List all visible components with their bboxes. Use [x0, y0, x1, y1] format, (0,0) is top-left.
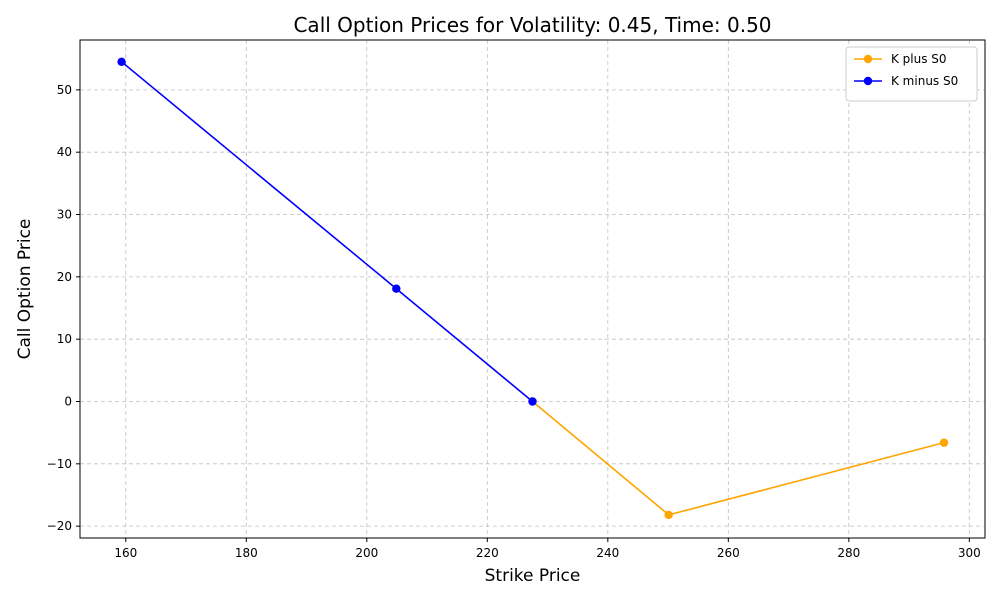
x-axis-title: Strike Price — [485, 566, 581, 586]
plot-area-frame — [79, 39, 986, 539]
data-point — [664, 510, 673, 520]
y-tick-label: 40 — [57, 145, 72, 159]
x-tick-label: 280 — [837, 546, 860, 560]
legend: K plus S0 K minus S0 — [845, 46, 978, 102]
legend-entry: K plus S0 — [854, 52, 947, 66]
data-point — [939, 438, 949, 447]
legend-marker — [863, 76, 873, 86]
data-point — [392, 284, 401, 293]
axis-ticks: 160 180 200 220 240 260 280 300 −20 −10 0 10 20 30 40 5… — [47, 83, 981, 560]
data-point — [117, 57, 126, 67]
legend-label: K minus S0 — [891, 74, 958, 88]
x-tick-label: 300 — [958, 546, 981, 560]
chart-title: Call Option Prices for Volatility: 0.45,… — [293, 13, 771, 37]
y-tick-label: −20 — [47, 519, 72, 533]
y-tick-label: 50 — [57, 83, 72, 97]
legend-entry: K minus S0 — [854, 74, 958, 88]
data-series — [117, 57, 949, 520]
x-tick-label: 200 — [355, 546, 378, 560]
data-point — [528, 397, 537, 406]
legend-marker — [863, 54, 873, 64]
x-tick-label: 240 — [596, 546, 619, 560]
x-tick-label: 180 — [235, 546, 258, 560]
y-tick-label: 10 — [57, 332, 72, 346]
series-k-minus-s0 — [117, 57, 537, 406]
grid-lines — [80, 40, 985, 538]
legend-box — [845, 46, 978, 102]
legend-label: K plus S0 — [891, 52, 947, 66]
x-tick-label: 260 — [717, 546, 740, 560]
y-axis-title: Call Option Price — [15, 219, 35, 360]
y-tick-label: 0 — [64, 395, 72, 409]
x-tick-label: 220 — [476, 546, 499, 560]
y-tick-label: 20 — [57, 270, 72, 284]
y-tick-label: 30 — [57, 208, 72, 222]
y-tick-label: −10 — [47, 457, 72, 471]
x-tick-label: 160 — [114, 546, 137, 560]
